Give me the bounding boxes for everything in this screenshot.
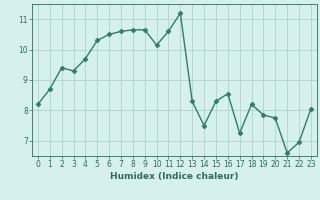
X-axis label: Humidex (Indice chaleur): Humidex (Indice chaleur)	[110, 172, 239, 181]
